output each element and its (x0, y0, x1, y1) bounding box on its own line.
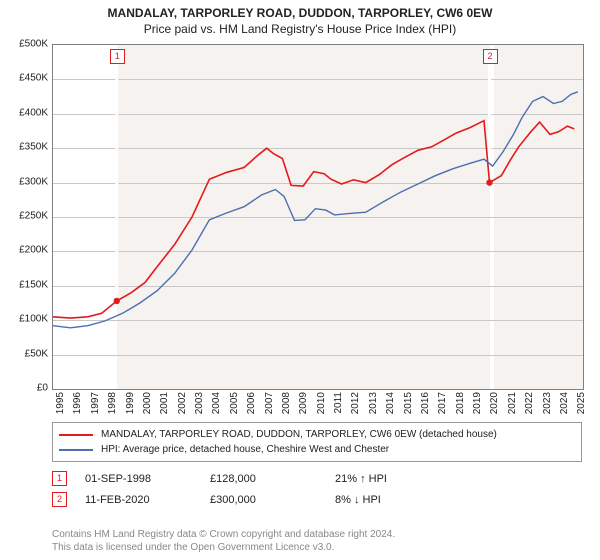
x-tick-label: 2002 (177, 392, 188, 414)
y-tick-label: £200K (4, 245, 48, 256)
transaction-delta: 8% ↓ HPI (335, 494, 460, 506)
transaction-point (486, 179, 492, 185)
transaction-row-marker: 2 (52, 492, 67, 507)
legend-label-2: HPI: Average price, detached house, Ches… (101, 444, 389, 455)
y-tick-label: £400K (4, 107, 48, 118)
x-tick-label: 2003 (194, 392, 205, 414)
x-tick-label: 2021 (507, 392, 518, 414)
x-tick-label: 2006 (246, 392, 257, 414)
x-tick-label: 2010 (316, 392, 327, 414)
x-tick-label: 2008 (281, 392, 292, 414)
transactions-table: 1 01-SEP-1998£128,00021% ↑ HPI 2 11-FEB-202… (52, 468, 582, 510)
x-tick-label: 2013 (368, 392, 379, 414)
y-tick-label: £350K (4, 142, 48, 153)
x-tick-label: 1998 (107, 392, 118, 414)
chart-title-line1: MANDALAY, TARPORLEY ROAD, DUDDON, TARPOR… (0, 0, 600, 20)
x-tick-label: 2005 (229, 392, 240, 414)
legend: MANDALAY, TARPORLEY ROAD, DUDDON, TARPOR… (52, 422, 582, 462)
legend-swatch-2 (59, 449, 93, 451)
y-tick-label: £0 (4, 383, 48, 394)
y-tick-label: £500K (4, 39, 48, 50)
x-tick-label: 1996 (72, 392, 83, 414)
y-tick-label: £300K (4, 176, 48, 187)
chart-title-line2: Price paid vs. HM Land Registry's House … (0, 20, 600, 40)
x-tick-label: 2025 (576, 392, 587, 414)
series-lines (53, 45, 583, 389)
x-tick-label: 1995 (55, 392, 66, 414)
x-tick-label: 2001 (159, 392, 170, 414)
transaction-row: 1 01-SEP-1998£128,00021% ↑ HPI (52, 468, 582, 489)
x-tick-label: 2024 (559, 392, 570, 414)
transaction-price: £128,000 (210, 473, 335, 485)
y-tick-label: £150K (4, 279, 48, 290)
transaction-date: 01-SEP-1998 (85, 473, 210, 485)
x-tick-label: 2004 (211, 392, 222, 414)
footer: Contains HM Land Registry data © Crown c… (52, 529, 395, 554)
footer-line-2: This data is licensed under the Open Gov… (52, 542, 395, 555)
x-tick-label: 2000 (142, 392, 153, 414)
x-tick-label: 2018 (455, 392, 466, 414)
y-tick-label: £250K (4, 211, 48, 222)
y-tick-label: £50K (4, 348, 48, 359)
x-tick-label: 2015 (403, 392, 414, 414)
x-tick-label: 2016 (420, 392, 431, 414)
plot-area: 12 (52, 44, 584, 390)
y-tick-label: £450K (4, 73, 48, 84)
legend-label-1: MANDALAY, TARPORLEY ROAD, DUDDON, TARPOR… (101, 429, 497, 440)
legend-swatch-1 (59, 434, 93, 436)
footer-line-1: Contains HM Land Registry data © Crown c… (52, 529, 395, 542)
transaction-marker: 1 (110, 49, 125, 64)
x-tick-label: 2007 (264, 392, 275, 414)
y-tick-label: £100K (4, 314, 48, 325)
x-tick-label: 2012 (350, 392, 361, 414)
x-tick-label: 2019 (472, 392, 483, 414)
transaction-marker: 2 (483, 49, 498, 64)
transaction-date: 11-FEB-2020 (85, 494, 210, 506)
x-tick-label: 1999 (125, 392, 136, 414)
transaction-delta: 21% ↑ HPI (335, 473, 460, 485)
series-red (53, 121, 574, 318)
x-tick-label: 2011 (333, 392, 344, 414)
x-tick-label: 2020 (489, 392, 500, 414)
x-tick-label: 2022 (524, 392, 535, 414)
x-tick-label: 2009 (298, 392, 309, 414)
transaction-row: 2 11-FEB-2020£300,0008% ↓ HPI (52, 489, 582, 510)
x-tick-label: 2014 (385, 392, 396, 414)
x-tick-label: 1997 (90, 392, 101, 414)
transaction-row-marker: 1 (52, 471, 67, 486)
x-tick-label: 2023 (542, 392, 553, 414)
transaction-price: £300,000 (210, 494, 335, 506)
transaction-point (114, 298, 120, 304)
x-tick-label: 2017 (437, 392, 448, 414)
